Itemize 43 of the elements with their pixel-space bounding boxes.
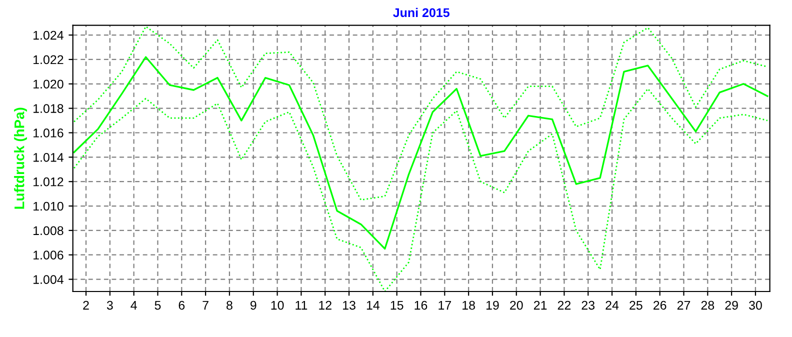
y-tick-label: 1.018: [34, 104, 64, 113]
x-tick-label: 21: [534, 300, 547, 310]
x-tick-label: 28: [701, 300, 714, 310]
x-tick-label: 12: [319, 300, 332, 310]
x-tick-label: 16: [414, 300, 428, 310]
x-tick-label: 20: [510, 300, 523, 310]
x-tick-label: 27: [677, 300, 690, 310]
x-tick-label: 18: [462, 300, 475, 310]
x-tick-label: 3: [106, 300, 113, 310]
y-tick-label: 1.022: [34, 55, 64, 64]
y-tick-label: 1.008: [34, 226, 64, 236]
x-tick-label: 24: [606, 300, 619, 310]
x-tick-label: 26: [654, 300, 666, 310]
x-tick-label: 13: [343, 300, 356, 310]
x-tick-label: 23: [582, 300, 595, 310]
y-tick-label: 1.014: [34, 152, 64, 162]
y-tick-label: 1.006: [34, 250, 64, 260]
y-axis-title: Luftdruck (hPa): [14, 108, 28, 209]
y-tick-label: 1.024: [34, 30, 64, 40]
x-tick-label: 22: [558, 300, 571, 310]
y-tick-label: 1.012: [34, 177, 64, 186]
x-tick-label: 5: [154, 300, 161, 310]
x-tick-label: 6: [178, 300, 185, 310]
x-tick-label: 25: [630, 300, 642, 310]
line-series: [73, 56, 768, 250]
x-tick-label: 4: [130, 300, 137, 310]
x-tick-label: 10: [271, 300, 284, 310]
x-tick-label: 9: [250, 300, 256, 310]
x-tick-label: 29: [725, 300, 738, 310]
x-tick-label: 7: [202, 300, 208, 310]
x-tick-label: 2: [83, 300, 89, 310]
chart-title: Juni 2015: [393, 8, 450, 18]
x-tick-label: 8: [226, 300, 232, 310]
y-tick-label: 1.016: [34, 128, 64, 138]
y-tick-label: 1.004: [34, 275, 64, 284]
y-tick-label: 1.010: [34, 202, 64, 211]
x-tick-label: 19: [486, 300, 499, 310]
x-tick-label: 30: [749, 300, 762, 310]
x-tick-label: 17: [438, 300, 451, 310]
y-tick-label: 1.020: [34, 80, 64, 89]
x-tick-label: 15: [390, 300, 404, 310]
x-tick-label: 14: [366, 300, 380, 310]
x-tick-label: 11: [296, 300, 308, 310]
